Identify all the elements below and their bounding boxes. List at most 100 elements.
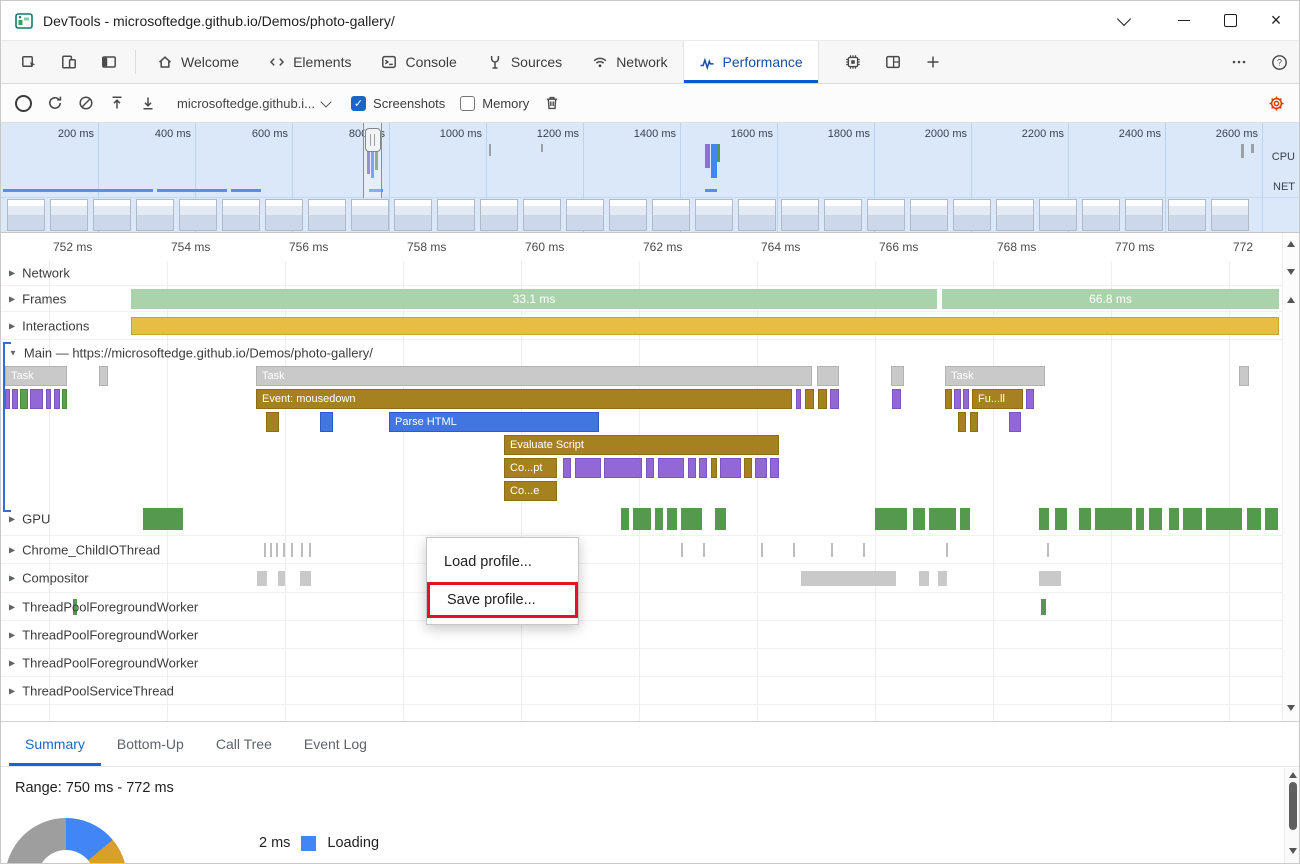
screenshot-thumbnail[interactable]: [93, 199, 131, 231]
disclosure-triangle-icon[interactable]: ▶: [9, 515, 15, 524]
screenshot-thumbnail[interactable]: [781, 199, 819, 231]
tab-event-log[interactable]: Event Log: [288, 722, 383, 766]
flame-bar[interactable]: [54, 389, 60, 409]
screenshot-thumbnail[interactable]: [910, 199, 948, 231]
flame-bar[interactable]: [12, 389, 18, 409]
chevron-down-icon[interactable]: [1101, 1, 1147, 40]
gpu-activity-bar[interactable]: [1079, 508, 1091, 530]
screenshot-thumbnail[interactable]: [308, 199, 346, 231]
screenshot-thumbnail[interactable]: [867, 199, 905, 231]
flame-bar[interactable]: Task: [256, 366, 812, 386]
gpu-activity-bar[interactable]: [681, 508, 702, 530]
track-threadpool-foreground-worker-3[interactable]: ▶ThreadPoolForegroundWorker: [1, 649, 1284, 677]
help-icon[interactable]: ?: [1259, 41, 1299, 83]
track-network[interactable]: ▶Network: [1, 261, 1284, 286]
io-activity-tick[interactable]: [831, 543, 833, 557]
flame-bar[interactable]: [796, 389, 801, 409]
io-activity-tick[interactable]: [761, 543, 763, 557]
compositor-activity-bar[interactable]: [1039, 571, 1061, 586]
io-activity-tick[interactable]: [946, 543, 948, 557]
tab-summary[interactable]: Summary: [9, 722, 101, 766]
flame-bar[interactable]: [46, 389, 51, 409]
device-emulation-icon[interactable]: [49, 41, 89, 83]
scroll-up-icon[interactable]: [1287, 297, 1295, 303]
flame-bar[interactable]: Task: [945, 366, 1045, 386]
screenshot-thumbnail[interactable]: [50, 199, 88, 231]
flame-bar[interactable]: [958, 412, 966, 432]
screenshot-thumbnail[interactable]: [1125, 199, 1163, 231]
track-compositor[interactable]: ▶Compositor: [1, 564, 1284, 593]
flame-bar[interactable]: [604, 458, 642, 478]
selection-window-grip[interactable]: [365, 128, 381, 152]
gpu-activity-bar[interactable]: [1183, 508, 1202, 530]
screenshot-thumbnail[interactable]: [609, 199, 647, 231]
disclosure-triangle-icon[interactable]: ▶: [9, 321, 15, 330]
scroll-down-icon[interactable]: [1289, 848, 1297, 854]
disclosure-triangle-icon[interactable]: ▶: [9, 545, 15, 554]
screenshots-checkbox[interactable]: ✓ Screenshots: [351, 96, 445, 111]
flame-bar[interactable]: [963, 389, 969, 409]
flame-bar[interactable]: [970, 412, 978, 432]
scroll-up-icon[interactable]: [1287, 241, 1295, 247]
flame-bar[interactable]: [20, 389, 28, 409]
disclosure-triangle-icon[interactable]: ▶: [9, 630, 15, 639]
flame-bar[interactable]: [755, 458, 767, 478]
flame-bar[interactable]: Fu...ll: [972, 389, 1023, 409]
io-activity-tick[interactable]: [301, 543, 303, 557]
flame-bar[interactable]: Event: mousedown: [256, 389, 792, 409]
io-activity-tick[interactable]: [1047, 543, 1049, 557]
flame-bar[interactable]: [1009, 412, 1021, 432]
screenshot-thumbnail[interactable]: [824, 199, 862, 231]
load-profile-icon[interactable]: [109, 95, 125, 111]
flame-bar[interactable]: [563, 458, 571, 478]
flame-bar[interactable]: [891, 366, 904, 386]
disclosure-triangle-icon[interactable]: ▶: [9, 658, 15, 667]
flame-bar[interactable]: [770, 458, 779, 478]
screenshot-thumbnail[interactable]: [1039, 199, 1077, 231]
tab-console[interactable]: Console: [366, 41, 471, 83]
flame-bar[interactable]: [699, 458, 707, 478]
flame-bar[interactable]: [658, 458, 684, 478]
screenshot-thumbnail[interactable]: [523, 199, 561, 231]
minimize-button[interactable]: [1161, 1, 1207, 40]
dock-panel-icon[interactable]: [89, 41, 129, 83]
add-tab-plus-icon[interactable]: [913, 41, 953, 83]
inspect-element-icon[interactable]: [9, 41, 49, 83]
io-activity-tick[interactable]: [793, 543, 795, 557]
flame-bar[interactable]: [711, 458, 717, 478]
scroll-down-icon[interactable]: [1287, 269, 1295, 275]
disclosure-triangle-icon[interactable]: ▶: [9, 269, 15, 278]
flame-bar[interactable]: Task: [5, 366, 67, 386]
flame-bar[interactable]: Co...pt: [504, 458, 557, 478]
compositor-activity-bar[interactable]: [938, 571, 947, 586]
flame-bar[interactable]: [266, 412, 279, 432]
disclosure-triangle-icon[interactable]: ▶: [9, 686, 15, 695]
gpu-activity-bar[interactable]: [633, 508, 651, 530]
io-activity-tick[interactable]: [863, 543, 865, 557]
gpu-activity-bar[interactable]: [1039, 508, 1049, 530]
screenshot-thumbnail[interactable]: [265, 199, 303, 231]
flame-bar[interactable]: [320, 412, 333, 432]
gpu-activity-bar[interactable]: [1247, 508, 1261, 530]
flame-bar[interactable]: [954, 389, 961, 409]
scroll-up-icon[interactable]: [1289, 772, 1297, 778]
maximize-button[interactable]: [1207, 1, 1253, 40]
more-options-icon[interactable]: [1219, 41, 1259, 83]
tab-sources[interactable]: Sources: [472, 41, 577, 83]
gpu-activity-bar[interactable]: [1265, 508, 1278, 530]
screenshot-thumbnail[interactable]: [1211, 199, 1249, 231]
overview-selection-window[interactable]: [363, 123, 382, 198]
scroll-down-icon[interactable]: [1287, 705, 1295, 711]
io-activity-tick[interactable]: [276, 543, 278, 557]
io-activity-tick[interactable]: [264, 543, 266, 557]
trash-icon[interactable]: [544, 95, 560, 111]
screenshot-thumbnail[interactable]: [179, 199, 217, 231]
track-gpu[interactable]: ▶GPU: [1, 503, 1284, 536]
capture-settings-gear-icon[interactable]: [1268, 95, 1285, 112]
screenshot-thumbnail[interactable]: [996, 199, 1034, 231]
menu-item-save-profile[interactable]: Save profile...: [427, 582, 578, 618]
flame-bar[interactable]: [805, 389, 814, 409]
close-button[interactable]: ×: [1253, 1, 1299, 40]
flame-bar[interactable]: [575, 458, 601, 478]
track-chrome-childiothread[interactable]: ▶Chrome_ChildIOThread: [1, 536, 1284, 564]
